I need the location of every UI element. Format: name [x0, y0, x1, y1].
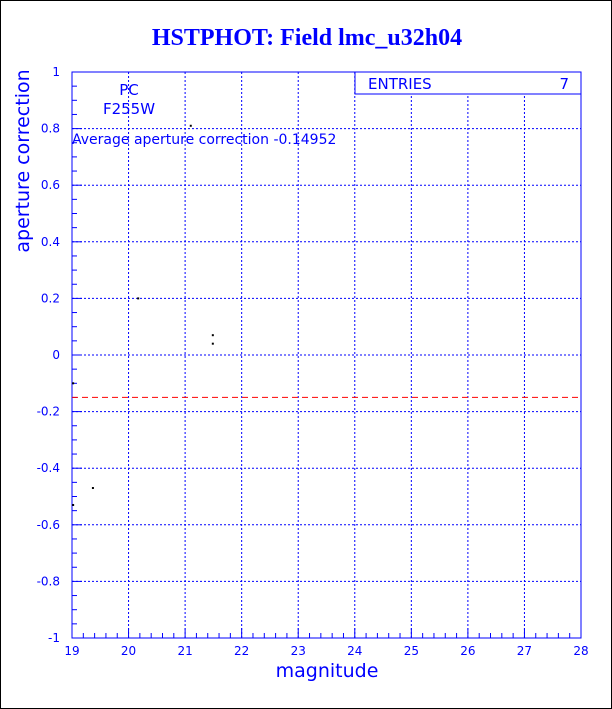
- data-point: [91, 487, 94, 490]
- y-tick-label: 0.4: [41, 235, 60, 249]
- x-tick-label: 20: [121, 644, 136, 658]
- x-tick-label: 26: [460, 644, 475, 658]
- x-tick-label: 25: [404, 644, 419, 658]
- x-tick-label: 23: [291, 644, 306, 658]
- y-tick-label: -0.2: [37, 405, 60, 419]
- axis-ticks: [71, 71, 582, 639]
- data-point: [189, 124, 192, 127]
- x-tick-label: 27: [517, 644, 532, 658]
- y-tick-label: 0.2: [41, 291, 60, 305]
- x-tick-label: 22: [234, 644, 249, 658]
- x-tick-label: 24: [347, 644, 362, 658]
- y-tick-label: 0.6: [41, 178, 60, 192]
- x-tick-label: 28: [573, 644, 588, 658]
- y-tick-label: -0.4: [37, 461, 60, 475]
- y-axis-label: aperture correction: [12, 69, 34, 252]
- data-point: [72, 382, 75, 385]
- stats-box: [354, 71, 582, 95]
- x-axis-label: magnitude: [276, 660, 379, 682]
- plot-frame: [71, 71, 582, 639]
- y-tick-label: -0.6: [37, 518, 60, 532]
- y-tick-label: 1: [52, 65, 60, 79]
- average-annotation: Average aperture correction -0.14952: [72, 132, 336, 148]
- data-point: [72, 503, 75, 506]
- data-point: [211, 342, 214, 345]
- filter-label: F255W: [103, 100, 155, 118]
- stats-value: 7: [559, 75, 569, 93]
- chart-title: HSTPHOT: Field lmc_u32h04: [151, 25, 463, 51]
- data-point: [137, 297, 140, 300]
- data-point: [211, 334, 214, 337]
- x-tick-label: 19: [64, 644, 79, 658]
- y-tick-label: 0: [52, 348, 60, 362]
- y-tick-label: -0.8: [37, 574, 60, 588]
- y-tick-label: -1: [48, 631, 60, 645]
- grid: [72, 72, 581, 638]
- y-tick-label: 0.8: [41, 122, 60, 136]
- x-tick-label: 21: [177, 644, 192, 658]
- camera-label: PC: [119, 81, 139, 99]
- stats-label: ENTRIES: [368, 75, 432, 93]
